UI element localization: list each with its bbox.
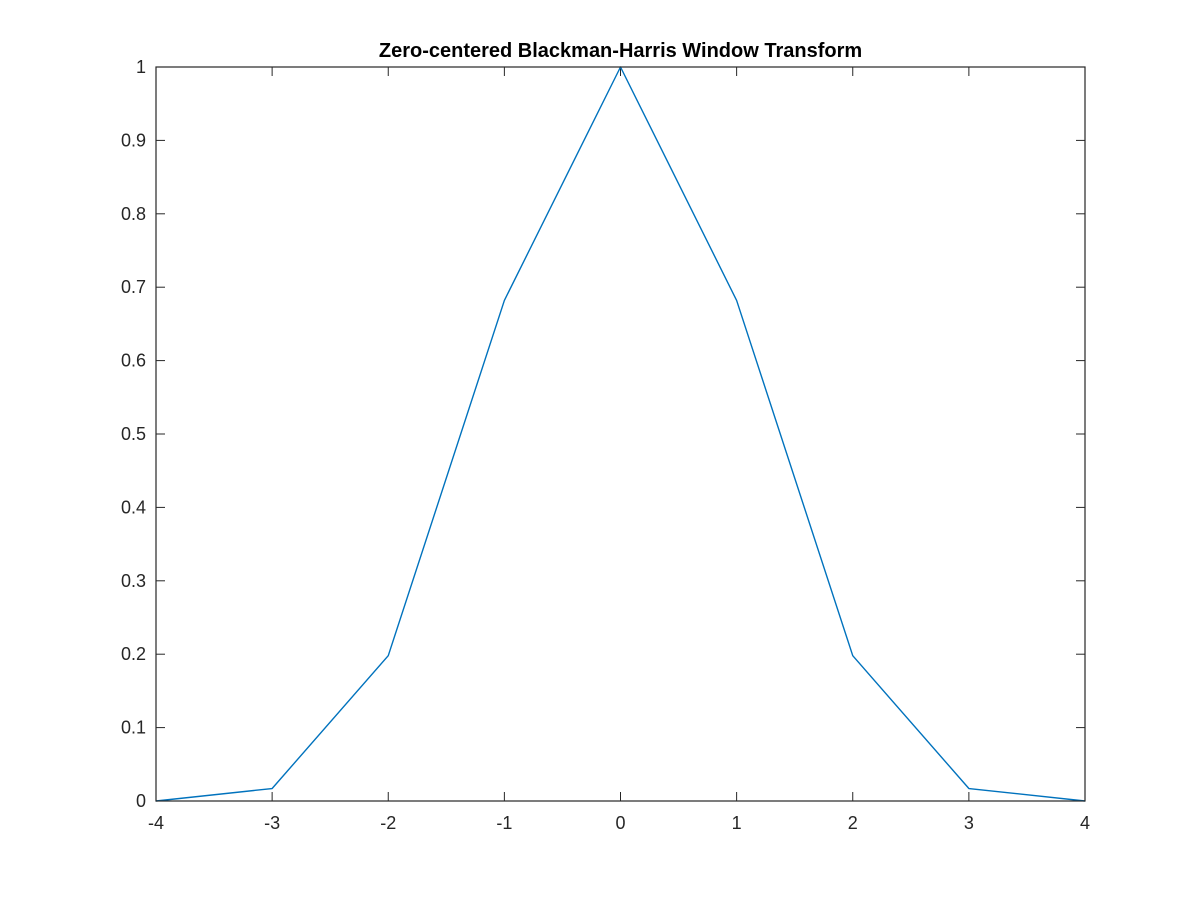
y-tick-label: 1 — [136, 57, 146, 77]
plot-area — [156, 67, 1085, 801]
x-tick-label: -1 — [496, 813, 512, 833]
ticks-layer: -4 -3 -2 -1 0 1 2 3 4 0 0.1 0.2 0.3 0.4 0.5 0.6 0.7 0.8 0.… — [121, 57, 1090, 833]
y-tick-label: 0.2 — [121, 644, 146, 664]
y-tick-label: 0.9 — [121, 130, 146, 150]
y-tick-label: 0.5 — [121, 424, 146, 444]
chart-title: Zero-centered Blackman-Harris Window Tra… — [379, 40, 862, 62]
y-tick-label: 0.7 — [121, 277, 146, 297]
x-tick-label: 3 — [964, 813, 974, 833]
x-tick-label: -2 — [380, 813, 396, 833]
x-tick-label: -4 — [148, 813, 164, 833]
x-tick-label: -3 — [264, 813, 280, 833]
y-tick-label: 0.4 — [121, 497, 146, 517]
x-tick-label: 2 — [848, 813, 858, 833]
axes-box — [155, 66, 1086, 802]
y-tick-label: 0.3 — [121, 571, 146, 591]
y-tick-label: 0.8 — [121, 204, 146, 224]
x-tick-label: 4 — [1080, 813, 1090, 833]
y-tick-label: 0.6 — [121, 351, 146, 371]
y-tick-label: 0.1 — [121, 718, 146, 738]
x-tick-label: 1 — [732, 813, 742, 833]
x-tick-label: 0 — [615, 813, 625, 833]
y-tick-label: 0 — [136, 791, 146, 811]
